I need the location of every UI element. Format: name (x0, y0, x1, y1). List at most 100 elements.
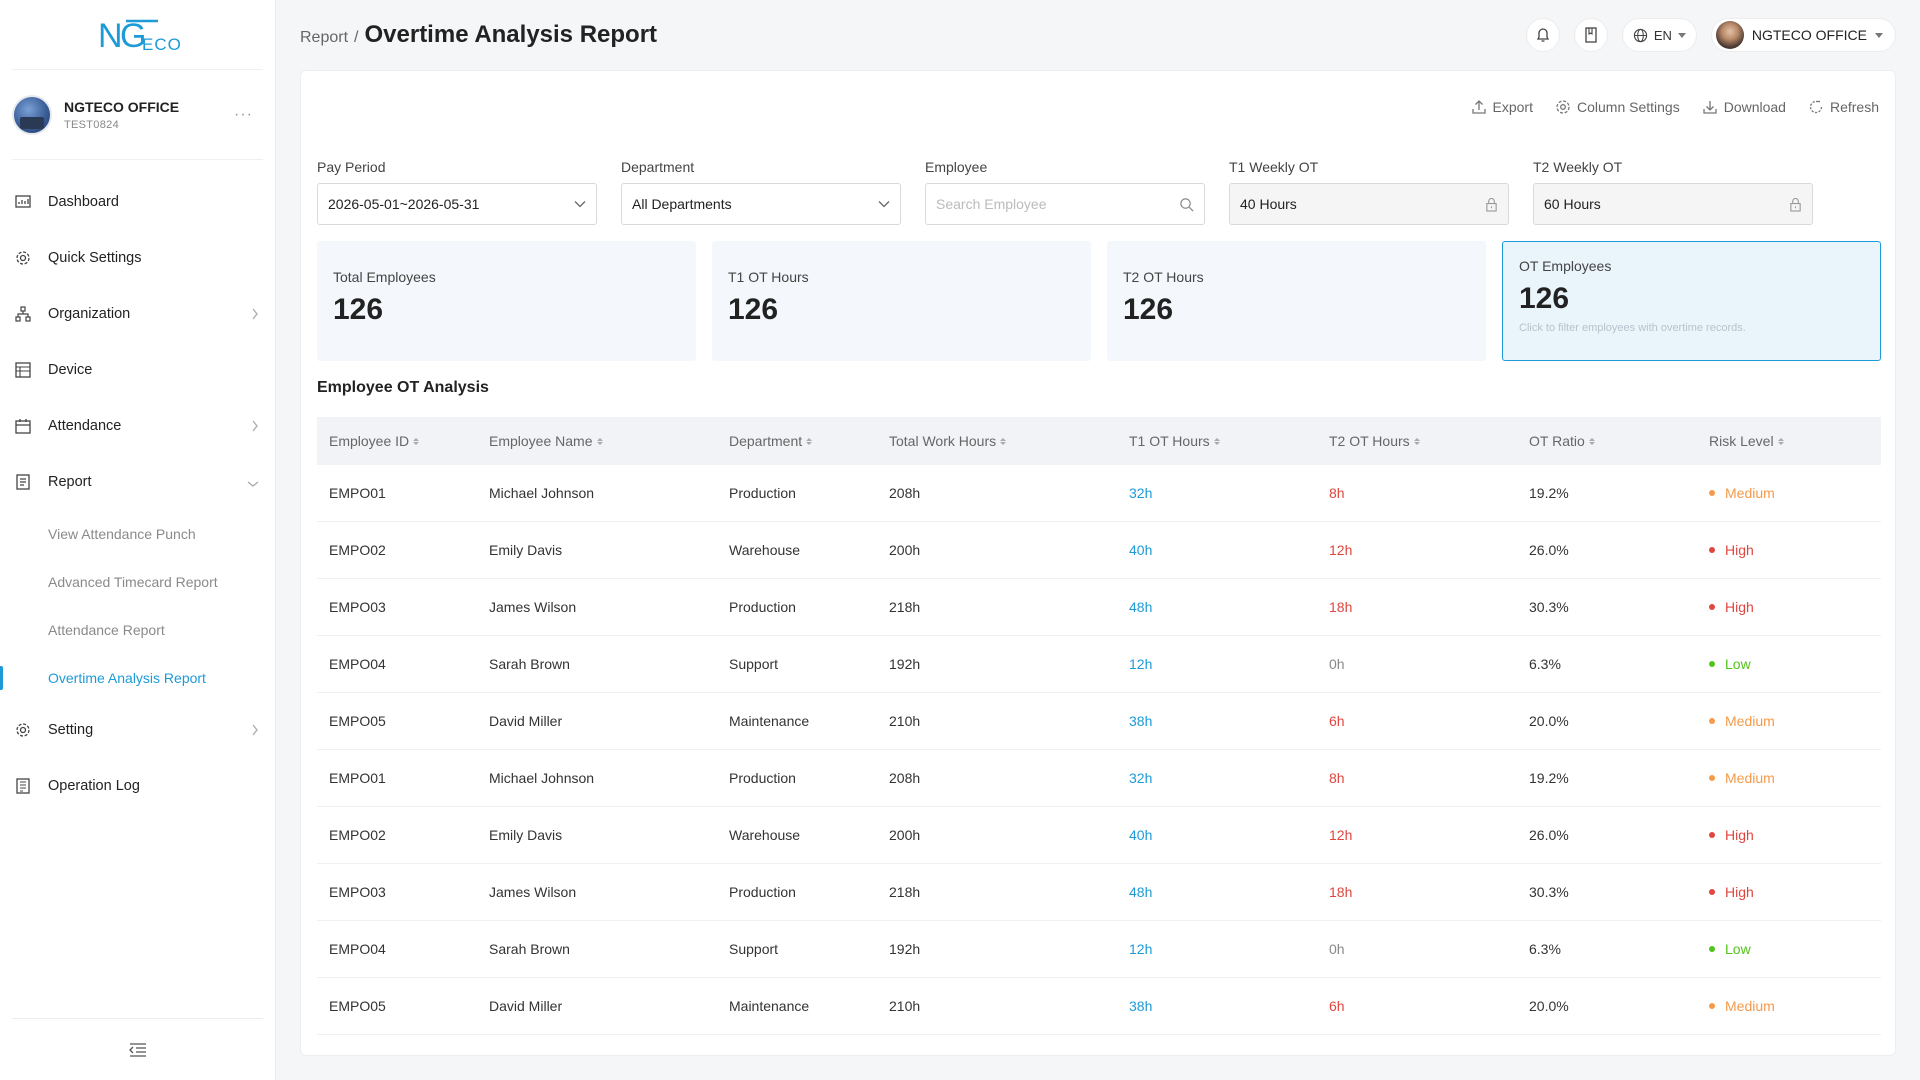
cell-ot-ratio: 30.3% (1529, 599, 1569, 615)
org-switcher[interactable]: NGTECO OFFICE TEST0824 ··· (12, 70, 263, 160)
cell-t1-ot-hours: 48h (1129, 884, 1153, 900)
notebook-icon (1585, 27, 1597, 43)
sidebar-subitem-overtime-analysis-report[interactable]: Overtime Analysis Report (0, 654, 275, 702)
table-row[interactable]: EMPO05 David Miller Maintenance 210h 38h 6h 20… (317, 693, 1881, 750)
chevron-right-icon (251, 307, 259, 325)
risk-level-label: High (1725, 884, 1754, 900)
column-header-department[interactable]: Department (717, 433, 877, 449)
sidebar-item-operation-log[interactable]: Operation Log (0, 758, 275, 814)
sidebar-item-report[interactable]: Report (0, 454, 275, 510)
column-header-t2-ot-hours[interactable]: T2 OT Hours (1317, 433, 1517, 449)
calendar-icon (14, 417, 32, 435)
breadcrumb-separator: / (354, 29, 359, 46)
cell-ot-ratio: 6.3% (1529, 941, 1561, 957)
table-row[interactable]: EMPO05 David Miller Maintenance 210h 38h 6h 20… (317, 978, 1881, 1035)
download-label: Download (1723, 99, 1786, 115)
bookmark-button[interactable] (1573, 18, 1608, 52)
cell-t2-ot-hours: 18h (1329, 599, 1353, 615)
sidebar-item-label: Device (48, 362, 93, 378)
table-row[interactable]: EMPO03 James Wilson Production 218h 48h 18h 30… (317, 864, 1881, 921)
risk-level-label: Medium (1725, 998, 1775, 1014)
user-menu[interactable]: NGTECO OFFICE (1710, 18, 1896, 52)
risk-dot-icon (1709, 775, 1715, 781)
risk-dot-icon (1709, 889, 1715, 895)
report-icon (14, 473, 32, 491)
column-header-ot-ratio[interactable]: OT Ratio (1517, 433, 1697, 449)
cell-employee-name: Sarah Brown (489, 656, 570, 672)
table-row[interactable]: EMPO03 James Wilson Production 218h 48h 18h 30… (317, 579, 1881, 636)
sidebar-item-dashboard[interactable]: Dashboard (0, 174, 275, 230)
search-icon[interactable] (1179, 197, 1194, 212)
column-settings-button[interactable]: Column Settings (1555, 99, 1680, 115)
cell-risk-level: Medium (1697, 770, 1881, 786)
pay-period-filter: Pay Period 2026-05-01~2026-05-31 (317, 159, 597, 225)
stat-value: 126 (333, 293, 384, 326)
cell-total-work-hours: 210h (889, 998, 921, 1014)
cell-t1-ot-hours: 40h (1129, 542, 1153, 558)
t1-weekly-ot-field: 40 Hours (1229, 183, 1509, 225)
log-icon (14, 777, 32, 795)
risk-dot-icon (1709, 946, 1715, 952)
sort-icon (1777, 437, 1784, 445)
column-header-risk-level[interactable]: Risk Level (1697, 433, 1881, 449)
pay-period-label: Pay Period (317, 159, 386, 175)
sidebar-subitem-attendance-report[interactable]: Attendance Report (48, 622, 165, 638)
column-header-employee-id[interactable]: Employee ID (317, 433, 477, 449)
more-options-icon[interactable]: ··· (234, 106, 253, 123)
employee-search-input[interactable] (936, 196, 1156, 212)
cell-ot-ratio: 26.0% (1529, 827, 1569, 843)
chevron-right-icon (251, 419, 259, 437)
cell-employee-id: EMPO04 (329, 656, 386, 672)
cell-risk-level: Medium (1697, 998, 1881, 1014)
sidebar-item-organization[interactable]: Organization (0, 286, 275, 342)
stat-card-ot-employees[interactable]: OT Employees 126 Click to filter employe… (1502, 241, 1881, 361)
table-body: EMPO01 Michael Johnson Production 208h 32h 8h… (317, 465, 1881, 1035)
cell-department: Production (729, 599, 796, 615)
table-row[interactable]: EMPO01 Michael Johnson Production 208h 32h 8h… (317, 465, 1881, 522)
sidebar-item-setting[interactable]: Setting (0, 702, 275, 758)
chevron-down-icon (247, 475, 259, 493)
table-row[interactable]: EMPO01 Michael Johnson Production 208h 32h 8h… (317, 750, 1881, 807)
sidebar-item-device[interactable]: Device (0, 342, 275, 398)
cell-department: Support (729, 656, 779, 672)
refresh-button[interactable]: Refresh (1808, 99, 1879, 115)
sort-icon (1413, 437, 1420, 445)
column-header-t1-ot-hours[interactable]: T1 OT Hours (1117, 433, 1317, 449)
sidebar-item-quick-settings[interactable]: Quick Settings (0, 230, 275, 286)
sidebar-subitem-advanced-timecard-report[interactable]: Advanced Timecard Report (48, 574, 218, 590)
brand-logo[interactable]: N G ECO (12, 0, 263, 70)
sidebar-subitem-view-attendance-punch[interactable]: View Attendance Punch (48, 526, 196, 542)
device-icon (14, 361, 32, 379)
pay-period-value: 2026-05-01~2026-05-31 (328, 196, 480, 212)
t2-weekly-ot-label: T2 Weekly OT (1533, 159, 1623, 175)
table-row[interactable]: EMPO04 Sarah Brown Support 192h 12h 0h 6.3% Low (317, 636, 1881, 693)
cell-employee-id: EMPO02 (329, 542, 386, 558)
download-button[interactable]: Download (1702, 99, 1786, 115)
cell-department: Warehouse (729, 542, 801, 558)
department-select[interactable]: All Departments (621, 183, 901, 225)
employee-label: Employee (925, 159, 988, 175)
gear-icon (14, 721, 32, 739)
column-header-total-work-hours[interactable]: Total Work Hours (877, 433, 1117, 449)
table-row[interactable]: EMPO04 Sarah Brown Support 192h 12h 0h 6.3% Low (317, 921, 1881, 978)
table-row[interactable]: EMPO02 Emily Davis Warehouse 200h 40h 12h 26.0… (317, 522, 1881, 579)
cell-risk-level: High (1697, 827, 1881, 843)
column-header-employee-name[interactable]: Employee Name (477, 433, 717, 449)
sort-icon (1588, 437, 1595, 445)
notifications-button[interactable] (1525, 18, 1560, 52)
cell-risk-level: Low (1697, 941, 1881, 957)
side-nav: Dashboard Quick Settings Organization De… (0, 174, 275, 814)
summary-cards: Total Employees 126 T1 OT Hours 126 T2 O… (317, 241, 1881, 361)
sidebar-item-attendance[interactable]: Attendance (0, 398, 275, 454)
cell-ot-ratio: 30.3% (1529, 884, 1569, 900)
table-row[interactable]: EMPO02 Emily Davis Warehouse 200h 40h 12h 26.0… (317, 807, 1881, 864)
export-button[interactable]: Export (1471, 99, 1533, 115)
cell-total-work-hours: 218h (889, 884, 921, 900)
cell-employee-name: Michael Johnson (489, 770, 595, 786)
pay-period-select[interactable]: 2026-05-01~2026-05-31 (317, 183, 597, 225)
language-selector[interactable]: EN (1621, 18, 1697, 52)
breadcrumb-parent[interactable]: Report (300, 29, 349, 46)
collapse-sidebar-button[interactable] (12, 1018, 263, 1080)
refresh-label: Refresh (1829, 99, 1879, 115)
cell-t2-ot-hours: 0h (1329, 656, 1345, 672)
